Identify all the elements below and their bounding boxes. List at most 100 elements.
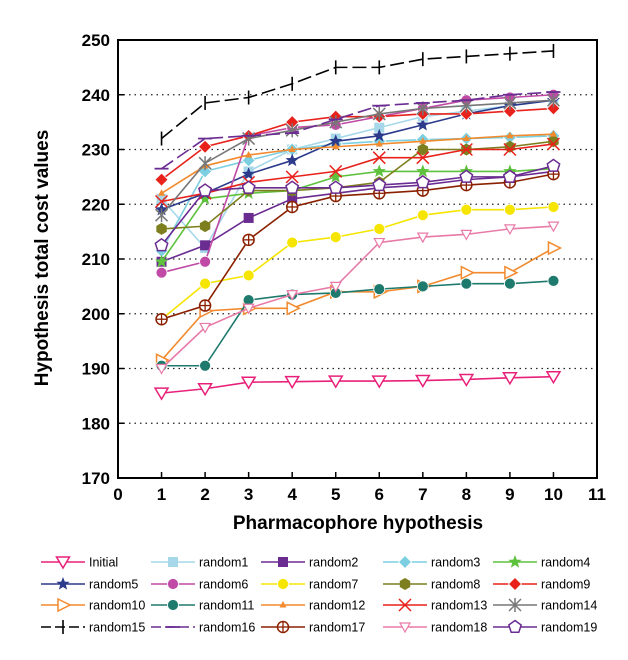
series-line [161,206,554,320]
data-point [547,274,560,287]
data-point [503,224,516,236]
data-point [197,383,213,397]
legend-item: random18 [383,621,487,635]
data-point [285,170,299,184]
legend-item: random14 [493,598,597,613]
legend-item: random5 [41,577,138,592]
data-point [459,142,473,157]
legend-item: random19 [493,619,597,635]
data-point [372,151,386,165]
x-tick-label: 11 [588,485,606,504]
data-point [375,140,383,147]
data-point [154,172,169,187]
legend-item: random8 [383,578,480,592]
series-line [161,173,554,320]
data-point [243,212,254,223]
x-tick-label: 1 [157,485,166,504]
y-tick-label: 170 [82,469,110,488]
data-point [245,150,253,158]
data-point [416,151,430,165]
legend-label: random6 [199,578,248,592]
y-tick-label: 200 [82,305,110,324]
data-point [373,237,386,249]
series-random15 [160,43,555,146]
data-point [199,255,211,268]
x-tick-label: 6 [375,485,384,504]
data-point [154,254,169,268]
legend-item: random3 [383,554,480,570]
data-point [546,137,560,151]
legend-label: random11 [199,599,254,613]
data-point [332,142,340,150]
legend-label: random16 [199,621,255,635]
series-line [160,135,554,252]
data-point [504,203,516,216]
x-tick-label: 8 [462,485,471,504]
legend-item: random6 [151,578,248,592]
series-random12 [158,130,557,196]
data-point [459,106,474,121]
data-point [460,203,473,216]
y-tick-label: 210 [82,250,110,269]
y-tick-label: 250 [82,31,110,50]
x-tick-label: 5 [331,485,340,504]
series-random18 [155,221,560,375]
legend-marker [507,576,523,592]
legend-item: random12 [261,599,365,613]
legend-marker [277,578,289,590]
data-point [198,156,212,171]
series-random13 [155,137,560,209]
series-line [160,247,554,361]
legend-marker [507,619,523,634]
legend: Initial random1 random2 random3 random4 rando… [41,554,597,635]
data-point [285,200,299,214]
data-point [506,131,514,139]
legend-label: random13 [431,599,487,613]
legend-marker [398,598,412,612]
x-tick-label: 2 [200,485,209,504]
data-point [415,374,431,389]
legend-item: random10 [41,597,145,613]
y-tick-label: 180 [82,414,110,433]
data-point [372,164,386,178]
legend-label: random12 [309,599,365,613]
legend-marker [55,556,71,570]
data-point [155,208,169,223]
data-point [373,283,386,296]
legend-marker [167,578,179,590]
x-tick-label: 4 [287,485,297,504]
data-point [416,280,429,293]
data-point [199,220,211,233]
legend-marker [167,599,179,611]
data-point [546,101,561,116]
data-point [546,93,560,108]
series-random19 [154,158,561,252]
data-point [416,209,429,222]
series-line [161,140,554,230]
legend-label: random7 [309,578,358,592]
data-point [329,231,342,244]
data-point [286,289,299,301]
legend-marker [278,557,288,567]
series-line [161,280,554,367]
series-line [160,99,554,250]
series-line [161,375,554,394]
data-point [240,376,257,390]
legend-item: random16 [151,621,255,635]
data-point [417,143,429,156]
legend-marker [398,622,412,634]
series-line [161,225,554,370]
data-point [373,222,386,235]
data-point [156,222,167,235]
x-tick-label: 9 [505,485,514,504]
legend-item: random1 [151,556,248,570]
data-point [545,370,562,385]
data-point [285,153,299,167]
data-point [371,375,388,389]
data-point [372,128,386,142]
data-point [459,169,474,183]
legend-marker [279,601,287,608]
legend-item: random2 [261,556,358,570]
legend-label: random10 [89,599,145,613]
data-point [415,174,430,189]
